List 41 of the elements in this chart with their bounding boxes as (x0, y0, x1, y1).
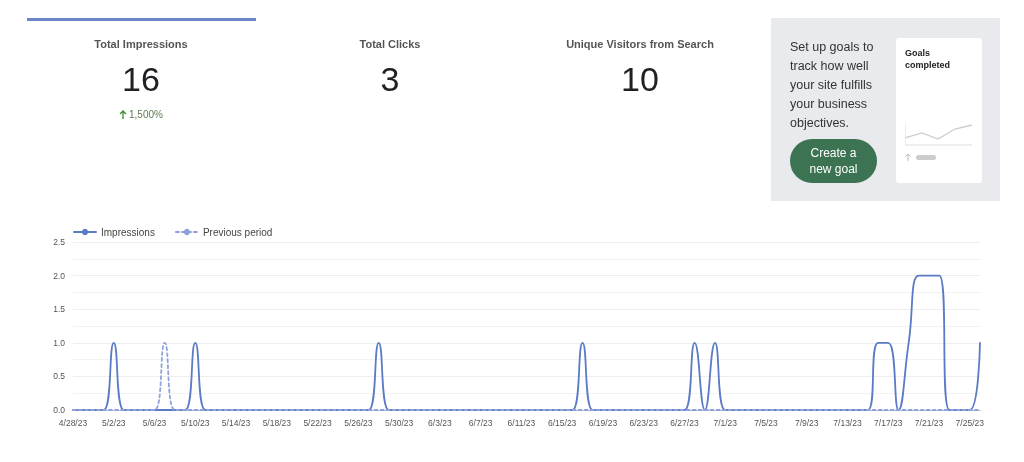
category-label: Total Impressions (93, 38, 189, 50)
text: Create a new goal (808, 145, 859, 177)
x-tick-label: 7/17/23 (874, 417, 903, 428)
x-tick-label: 5/14/23 (221, 417, 251, 428)
x-tick-label: 5/6/23 (142, 417, 167, 428)
category-label: Total Clicks (358, 38, 422, 50)
x-tick-label: 7/13/23 (833, 417, 862, 428)
x-tick-label: 7/25/23 (955, 417, 985, 428)
data-label: 3 (379, 60, 401, 99)
x-tick-label: 6/23/23 (629, 417, 659, 428)
x-tick-label: 5/26/23 (344, 417, 373, 428)
x-tick-label: 6/27/23 (670, 417, 699, 428)
x-tick-label: 7/9/23 (794, 417, 819, 428)
x-tick-label: 4/28/23 (58, 417, 88, 428)
x-tick-label: 6/15/23 (547, 417, 577, 428)
y-tick-label: 2.0 (53, 270, 66, 281)
y-tick-label: 2.5 (53, 237, 66, 247)
x-tick-label: 7/21/23 (914, 417, 944, 428)
x-tick-label: 7/5/23 (754, 417, 779, 428)
text: Goals completed (905, 47, 951, 71)
x-tick-label: 6/7/23 (468, 417, 493, 428)
data-label: 10 (620, 60, 660, 99)
x-tick-label: 5/2/23 (101, 417, 126, 428)
x-tick-label: 5/22/23 (303, 417, 333, 428)
legend-label: Impressions (101, 226, 155, 238)
text: 1,500% (129, 109, 163, 120)
legend-label: Previous period (202, 226, 273, 238)
x-tick-label: 6/3/23 (428, 417, 452, 428)
x-tick-label: 7/1/23 (713, 417, 738, 428)
x-tick-label: 5/18/23 (262, 417, 292, 428)
y-tick-label: 1.0 (53, 337, 66, 348)
category-label: Unique Visitors from Search (565, 38, 715, 50)
data-label: 16 (121, 60, 161, 99)
y-tick-label: 1.5 (53, 304, 66, 315)
y-tick-label: 0.0 (53, 405, 66, 415)
x-tick-label: 6/19/23 (588, 417, 618, 428)
x-tick-label: 5/10/23 (181, 417, 210, 428)
y-tick-label: 0.5 (53, 371, 66, 382)
x-tick-label: 6/11/23 (507, 417, 536, 428)
x-tick-label: 5/30/23 (384, 417, 414, 428)
text: Set up goals to track how well your site fulfills your business objectives. (790, 39, 875, 132)
